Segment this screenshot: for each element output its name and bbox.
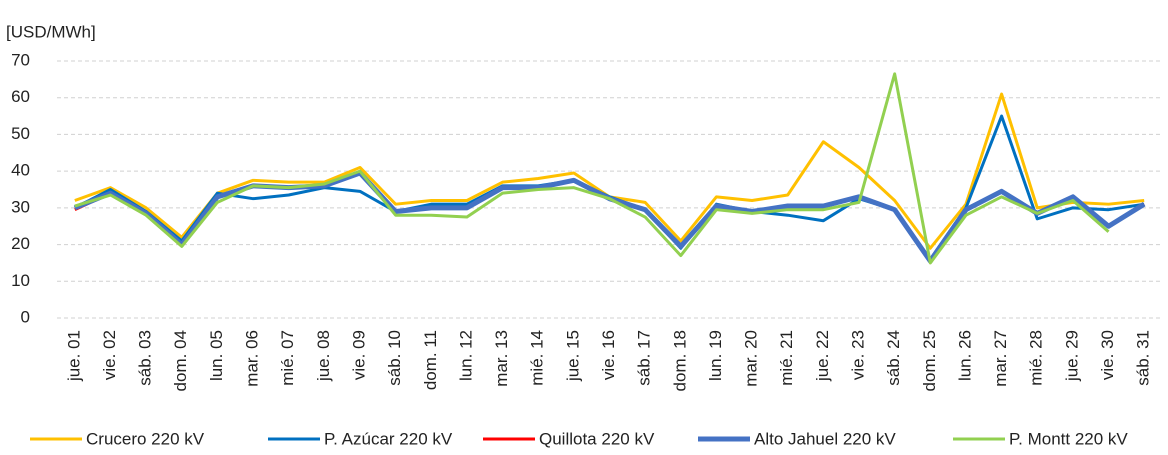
x-tick-label: mié. 14 <box>528 330 547 386</box>
x-tick-label: dom. 11 <box>421 330 440 390</box>
x-tick-label: dom. 04 <box>171 330 190 391</box>
x-tick-label: vie. 09 <box>349 330 368 380</box>
x-tick-label: jue. 01 <box>64 330 83 382</box>
x-tick-label: mar. 27 <box>991 330 1010 387</box>
x-tick-label: mar. 13 <box>492 330 511 387</box>
y-tick-label: 30 <box>11 197 30 216</box>
x-tick-label: vie. 16 <box>599 330 618 380</box>
x-tick-label: dom. 18 <box>670 330 689 391</box>
x-tick-label: jue. 29 <box>1062 330 1081 382</box>
x-tick-label: vie. 30 <box>1098 330 1117 380</box>
y-tick-label: 20 <box>11 234 30 253</box>
y-tick-label: 40 <box>11 161 30 180</box>
y-tick-label: 0 <box>21 307 30 326</box>
x-tick-label: jue. 22 <box>813 330 832 382</box>
x-tick-label: lun. 05 <box>207 330 226 381</box>
y-tick-label: 50 <box>11 124 30 143</box>
y-tick-label: 10 <box>11 271 30 290</box>
legend-label: Crucero 220 kV <box>86 429 205 448</box>
series-line <box>74 72 1110 265</box>
x-tick-label: mar. 06 <box>243 330 262 387</box>
legend-label: Alto Jahuel 220 kV <box>754 429 896 448</box>
x-tick-label: lun. 19 <box>706 330 725 381</box>
legend-label: P. Azúcar 220 kV <box>324 429 453 448</box>
x-tick-label: lun. 26 <box>955 330 974 381</box>
x-tick-label: dom. 25 <box>920 330 939 391</box>
x-tick-label: mié. 21 <box>777 330 796 386</box>
x-tick-label: jue. 15 <box>563 330 582 382</box>
x-tick-label: sáb. 24 <box>884 330 903 386</box>
x-tick-label: vie. 02 <box>100 330 119 380</box>
x-tick-label: mar. 20 <box>742 330 761 387</box>
x-tick-label: mié. 28 <box>1027 330 1046 386</box>
x-tick-label: jue. 08 <box>314 330 333 382</box>
x-tick-label: sáb. 03 <box>136 330 155 386</box>
y-tick-label: 60 <box>11 87 30 106</box>
y-axis-label: [USD/MWh] <box>6 22 96 41</box>
x-tick-label: sáb. 10 <box>385 330 404 386</box>
y-tick-label: 70 <box>11 50 30 69</box>
legend-label: P. Montt 220 kV <box>1009 429 1128 448</box>
x-tick-label: lun. 12 <box>456 330 475 381</box>
x-tick-label: mié. 07 <box>278 330 297 386</box>
legend-label: Quillota 220 kV <box>539 429 655 448</box>
x-tick-label: sáb. 17 <box>635 330 654 386</box>
x-tick-label: vie. 23 <box>849 330 868 380</box>
x-tick-label: sáb. 31 <box>1134 330 1153 386</box>
